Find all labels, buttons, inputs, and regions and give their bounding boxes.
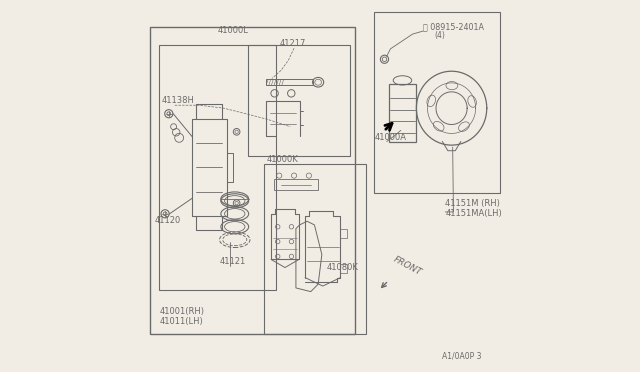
Text: FRONT: FRONT: [392, 254, 424, 277]
Bar: [266, 79, 312, 85]
Bar: [388, 84, 417, 141]
Bar: [248, 45, 349, 156]
Bar: [159, 45, 276, 290]
Bar: [340, 229, 347, 238]
Text: 41120: 41120: [155, 216, 181, 225]
Text: 41121: 41121: [220, 257, 246, 266]
Text: 41138H: 41138H: [162, 96, 195, 105]
Text: Ⓥ 08915-2401A: Ⓥ 08915-2401A: [423, 22, 484, 31]
Bar: [274, 179, 318, 190]
Text: 41011(LH): 41011(LH): [160, 317, 204, 326]
Bar: [264, 164, 366, 334]
Bar: [374, 12, 500, 193]
Text: (4): (4): [434, 31, 445, 40]
Text: 41217: 41217: [280, 39, 307, 48]
Text: 41001(RH): 41001(RH): [160, 307, 205, 317]
Text: 41000A: 41000A: [375, 132, 407, 141]
Text: 41000L: 41000L: [218, 26, 248, 35]
Text: 41000K: 41000K: [266, 155, 298, 164]
Bar: [150, 27, 355, 334]
Text: A1/0A0P 3: A1/0A0P 3: [442, 352, 482, 361]
Text: 41151MA(LH): 41151MA(LH): [445, 208, 502, 218]
Bar: [340, 264, 347, 273]
Text: 41080K: 41080K: [326, 263, 358, 272]
Text: 41151M (RH): 41151M (RH): [445, 199, 500, 208]
